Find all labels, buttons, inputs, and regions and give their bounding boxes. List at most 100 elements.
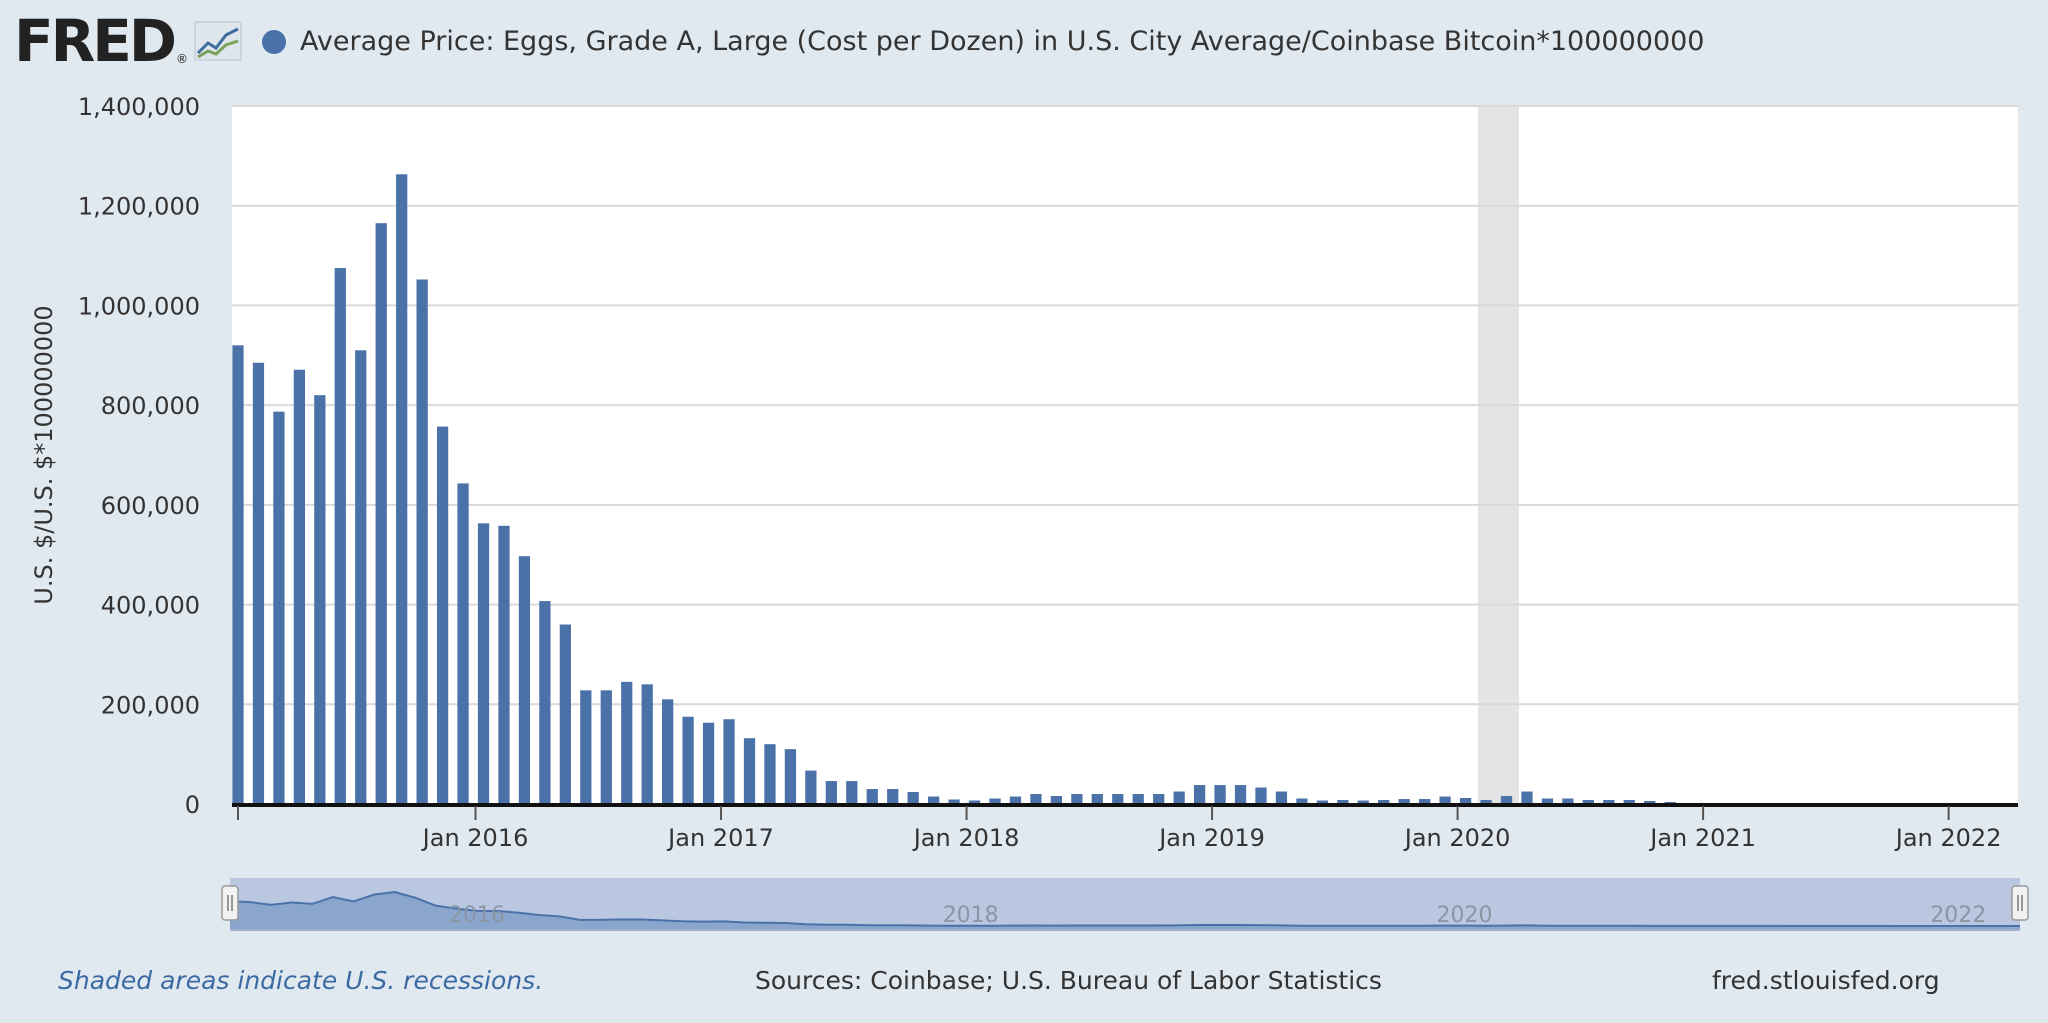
- x-tick-label: Jan 2020: [1403, 824, 1511, 852]
- navigator-year-label: 2020: [1436, 903, 1492, 928]
- bar: [334, 268, 346, 804]
- bar: [436, 426, 449, 804]
- navigator-left-handle[interactable]: [221, 885, 239, 921]
- recession-band: [1478, 106, 1519, 804]
- registered-mark: ®: [176, 52, 189, 66]
- bar: [968, 800, 981, 804]
- y-tick-label: 1,000,000: [78, 292, 200, 320]
- bar: [989, 798, 1001, 804]
- bar: [1398, 799, 1410, 804]
- bar: [416, 279, 428, 804]
- bar: [355, 350, 367, 804]
- bar: [662, 699, 674, 804]
- bar: [1132, 794, 1144, 804]
- sources-text: Sources: Coinbase; U.S. Bureau of Labor …: [755, 966, 1382, 995]
- bar: [1009, 796, 1022, 804]
- bar: [1316, 800, 1328, 804]
- recession-note: Shaded areas indicate U.S. recessions.: [58, 966, 544, 995]
- bar: [866, 789, 878, 804]
- legend-marker: [262, 29, 286, 54]
- bar: [457, 483, 469, 804]
- bar: [764, 744, 776, 804]
- bar: [1357, 800, 1369, 804]
- y-tick-label: 600,000: [101, 492, 200, 520]
- x-tick-label: Jan 2019: [1157, 824, 1265, 852]
- site-link[interactable]: fred.stlouisfed.org: [1712, 966, 1940, 995]
- bar: [1521, 791, 1533, 804]
- y-tick-label: 800,000: [101, 392, 200, 420]
- bar: [1153, 794, 1165, 804]
- navigator-year-label: 2018: [943, 903, 999, 928]
- y-tick-label: 0: [185, 791, 200, 819]
- x-tick-label: Jan 2022: [1894, 824, 2002, 852]
- bar: [1071, 794, 1083, 804]
- bar: [825, 781, 837, 804]
- fred-logo[interactable]: FRED ®: [14, 10, 242, 72]
- bar: [1193, 785, 1206, 804]
- bar: [1030, 794, 1042, 804]
- y-tick-label: 1,200,000: [78, 193, 200, 221]
- bar: [477, 523, 490, 804]
- bar: [1173, 791, 1185, 804]
- bar: [559, 624, 571, 804]
- bar: [784, 749, 797, 804]
- bar: [682, 716, 694, 804]
- bar: [1378, 800, 1390, 804]
- bar: [293, 369, 306, 804]
- bar: [887, 789, 899, 804]
- legend-label: Average Price: Eggs, Grade A, Large (Cos…: [300, 26, 1705, 57]
- bar: [846, 781, 858, 804]
- bar: [232, 345, 244, 804]
- x-tick-label: Jan 2021: [1648, 824, 1756, 852]
- bar: [1480, 800, 1492, 804]
- bar: [539, 601, 551, 804]
- bar: [314, 395, 326, 804]
- bar: [1255, 787, 1267, 804]
- bar: [273, 411, 285, 804]
- bar: [621, 681, 633, 804]
- legend: Average Price: Eggs, Grade A, Large (Cos…: [262, 26, 1705, 57]
- bar: [641, 684, 653, 804]
- bar: [928, 796, 940, 804]
- bar: [498, 525, 510, 804]
- bar: [1275, 791, 1288, 804]
- bar: [1562, 798, 1574, 804]
- bar: [600, 690, 612, 804]
- y-tick-label: 200,000: [101, 691, 200, 719]
- navigator-year-label: 2022: [1930, 903, 1986, 928]
- bar: [723, 719, 735, 804]
- bar: [1623, 800, 1635, 804]
- bar: [907, 792, 919, 804]
- bar: [1214, 785, 1226, 804]
- header: FRED ® Average Price: Eggs, Grade A, Lar…: [0, 0, 2048, 90]
- navigator-series-line: [229, 890, 2021, 927]
- line-graph-icon: [194, 21, 242, 61]
- bar: [1050, 796, 1063, 804]
- x-tick-label: Jan 2016: [421, 824, 529, 852]
- navigator-right-handle[interactable]: [2011, 885, 2029, 921]
- bar: [1091, 794, 1103, 804]
- bar: [948, 799, 960, 804]
- logo-wordmark: FRED: [14, 7, 177, 75]
- y-tick-label: 1,400,000: [78, 93, 200, 121]
- bar: [1419, 799, 1431, 804]
- bar: [252, 362, 265, 804]
- bar: [1541, 798, 1554, 804]
- bar: [375, 223, 387, 804]
- bar: [1582, 800, 1594, 804]
- navigator-year-label: 2016: [449, 903, 505, 928]
- bar: [702, 722, 715, 804]
- bar: [1500, 796, 1513, 804]
- x-tick-label: Jan 2018: [912, 824, 1020, 852]
- bar: [743, 738, 756, 804]
- bar: [1459, 798, 1472, 804]
- x-tick-label: Jan 2017: [666, 824, 774, 852]
- bar: [1644, 801, 1656, 804]
- bar: [396, 174, 408, 804]
- bar: [1296, 798, 1308, 804]
- bar: [518, 556, 531, 804]
- bar: [580, 690, 592, 804]
- y-tick-label: 400,000: [101, 592, 200, 620]
- bar: [1234, 785, 1247, 804]
- bar: [1337, 800, 1349, 804]
